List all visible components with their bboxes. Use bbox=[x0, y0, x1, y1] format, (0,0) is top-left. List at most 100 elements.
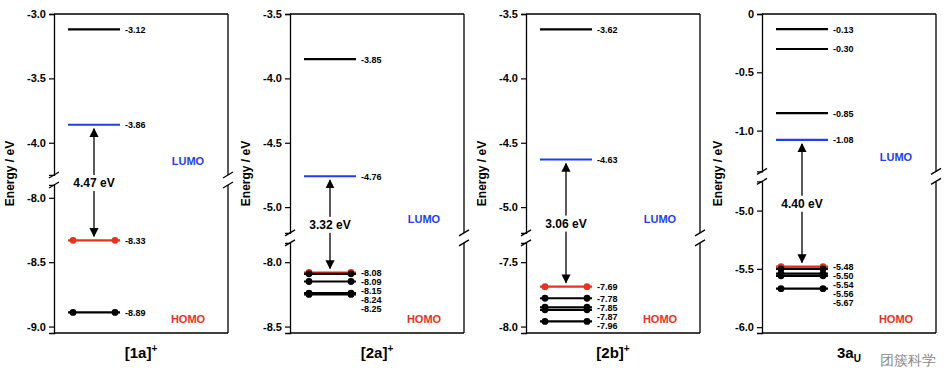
y-axis-line bbox=[49, 15, 55, 176]
levels bbox=[68, 29, 120, 124]
y-tick: -1.0 bbox=[735, 125, 762, 137]
tick-label: -5.0 bbox=[263, 201, 282, 213]
level-marker bbox=[584, 318, 591, 325]
data-label: -4.76 bbox=[361, 172, 382, 182]
tick-mark bbox=[49, 262, 54, 263]
level-marker bbox=[778, 285, 785, 292]
energy-level bbox=[776, 112, 828, 114]
y-axis: -8.5 -8.0 bbox=[263, 243, 290, 333]
tick-label: -6.0 bbox=[735, 321, 754, 333]
panel: -5.0-4.5-4.0-3.5-8.0-7.5-3.62-4.63-7.69-… bbox=[475, 8, 705, 361]
level-marker bbox=[542, 283, 549, 290]
data-label: -0.85 bbox=[833, 109, 854, 119]
annotation-bg bbox=[543, 216, 588, 232]
data-label: -8.33 bbox=[125, 236, 146, 246]
level-marker bbox=[778, 272, 785, 279]
y-tick: -9.0 bbox=[27, 321, 54, 333]
y-tick: -5.0 bbox=[263, 201, 290, 213]
tick-label: -4.0 bbox=[499, 72, 518, 84]
energy-level bbox=[304, 58, 356, 60]
y-tick: -4.5 bbox=[263, 137, 290, 149]
data-label: -8.25 bbox=[361, 304, 382, 314]
y-axis-title: Energy / eV bbox=[711, 141, 725, 206]
y-tick: -4.0 bbox=[27, 137, 54, 149]
data-label: -3.12 bbox=[125, 25, 146, 35]
y-tick: -8.0 bbox=[263, 256, 290, 268]
axis-break bbox=[49, 172, 59, 178]
tick-mark bbox=[521, 78, 526, 79]
tick-label: -3.5 bbox=[499, 8, 518, 20]
tick-label: -8.0 bbox=[263, 256, 282, 268]
gap-label: 3.32 eV bbox=[309, 218, 350, 232]
y-tick: -7.5 bbox=[499, 256, 526, 268]
gap-label: 4.40 eV bbox=[781, 197, 822, 211]
panel: -4.0-3.5-3.0-9.0-8.5-8.0-3.12-3.86-8.33-… bbox=[3, 8, 233, 361]
levels bbox=[68, 237, 120, 316]
data-label: -7.69 bbox=[597, 282, 618, 292]
frame-right bbox=[463, 243, 464, 333]
annotation-bg bbox=[307, 217, 352, 233]
frame-right bbox=[935, 181, 936, 333]
y-axis: -9.0-8.5-8.0 bbox=[27, 185, 54, 333]
frame-right bbox=[699, 243, 700, 333]
y-axis: -4.0-3.5-3.0 bbox=[27, 8, 54, 175]
frame-bottom bbox=[526, 332, 700, 333]
level-marker bbox=[584, 306, 591, 313]
y-axis-line bbox=[521, 243, 527, 333]
level-marker bbox=[542, 318, 549, 325]
tick-label: -4.5 bbox=[263, 137, 282, 149]
y-tick: -8.5 bbox=[27, 256, 54, 268]
tick-label: -4.5 bbox=[499, 137, 518, 149]
tick-label: -8.5 bbox=[263, 321, 282, 333]
tick-mark bbox=[757, 14, 762, 15]
x-axis-title: [2a]+ bbox=[361, 343, 394, 361]
data-label: -0.30 bbox=[833, 44, 854, 54]
y-tick: -5.0 bbox=[499, 201, 526, 213]
tick-mark bbox=[285, 207, 290, 208]
frame-top bbox=[290, 13, 464, 14]
tick-mark bbox=[757, 131, 762, 132]
watermark: 团簇科学 bbox=[880, 352, 936, 368]
data-label: -0.13 bbox=[833, 25, 854, 35]
y-axis-title: Energy / eV bbox=[3, 141, 17, 206]
tick-mark bbox=[49, 198, 54, 199]
energy-level bbox=[776, 48, 828, 50]
tick-mark bbox=[285, 326, 290, 327]
data-label: -8.89 bbox=[125, 308, 146, 318]
level-marker bbox=[306, 278, 313, 285]
tick-mark bbox=[757, 72, 762, 73]
tick-mark bbox=[757, 210, 762, 211]
tick-mark bbox=[285, 78, 290, 79]
frame-right bbox=[699, 14, 700, 233]
y-axis-line bbox=[49, 185, 55, 333]
tick-label: -5.5 bbox=[735, 263, 754, 275]
axis-break bbox=[757, 168, 767, 174]
level-marker bbox=[112, 309, 119, 316]
axis-break bbox=[223, 172, 233, 178]
level-marker bbox=[542, 295, 549, 302]
data-label: -1.08 bbox=[833, 135, 854, 145]
orbital-name: LUMO bbox=[880, 151, 913, 163]
tick-mark bbox=[285, 14, 290, 15]
y-tick: -4.0 bbox=[263, 72, 290, 84]
x-axis-title: 3aU bbox=[837, 344, 861, 364]
frame-bottom bbox=[290, 332, 464, 333]
data-label: -5.67 bbox=[833, 298, 854, 308]
energy-level bbox=[776, 139, 828, 141]
gap-label: 4.47 eV bbox=[73, 176, 114, 190]
level-marker bbox=[542, 306, 549, 313]
tick-mark bbox=[521, 326, 526, 327]
tick-mark bbox=[49, 78, 54, 79]
x-axis-title: [1a]+ bbox=[125, 343, 158, 361]
y-axis: -1.0-0.50 bbox=[735, 8, 762, 172]
tick-mark bbox=[757, 327, 762, 328]
orbital-name: LUMO bbox=[644, 213, 677, 225]
tick-mark bbox=[49, 143, 54, 144]
orbital-name: HOMO bbox=[879, 313, 914, 325]
tick-label: -4.0 bbox=[263, 72, 282, 84]
energy-level bbox=[68, 124, 120, 126]
axis-break bbox=[459, 230, 469, 236]
axis-break bbox=[521, 230, 531, 236]
tick-label: -5.0 bbox=[735, 205, 754, 217]
levels bbox=[540, 29, 592, 159]
